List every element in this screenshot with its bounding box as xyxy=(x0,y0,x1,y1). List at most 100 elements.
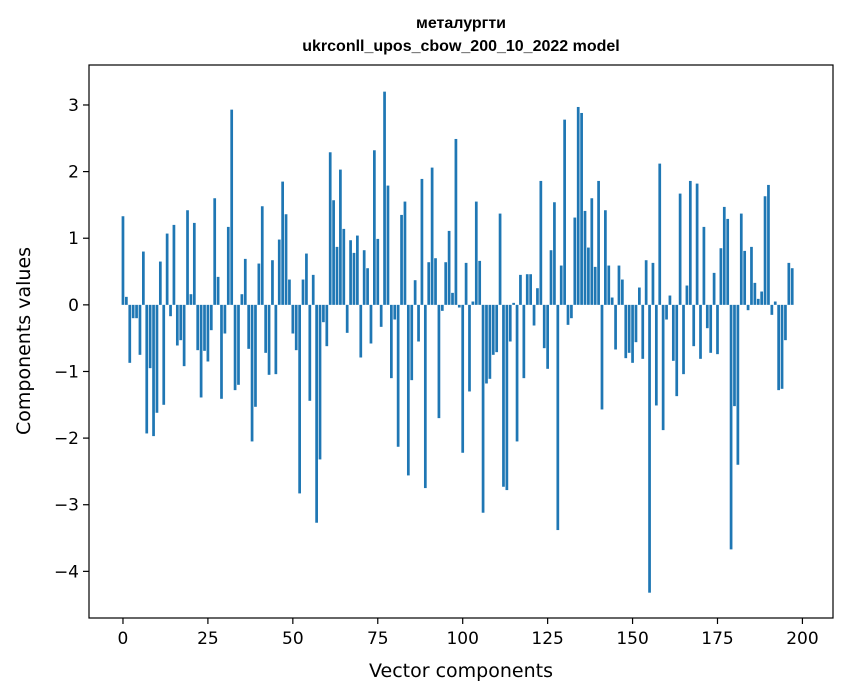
bar xyxy=(162,304,166,405)
bar xyxy=(390,304,393,379)
bar xyxy=(631,304,634,363)
bar xyxy=(787,262,791,305)
bar xyxy=(237,304,240,385)
bar xyxy=(688,180,692,305)
bar xyxy=(648,304,651,593)
bar xyxy=(739,213,743,305)
bar xyxy=(274,304,278,375)
bar xyxy=(298,304,301,494)
bar xyxy=(525,274,529,305)
y-tick-label: −2 xyxy=(54,429,79,449)
bar xyxy=(597,180,600,305)
bar xyxy=(175,304,179,346)
bar xyxy=(406,304,410,476)
bar xyxy=(427,262,431,305)
bar xyxy=(301,279,305,305)
bar xyxy=(665,304,668,320)
x-tick-label: 125 xyxy=(531,629,563,649)
bar xyxy=(247,304,251,349)
y-tick-label: −1 xyxy=(54,362,79,382)
x-tick-label: 150 xyxy=(616,629,648,649)
bar xyxy=(169,304,172,317)
bar xyxy=(488,304,492,379)
bar xyxy=(719,248,723,305)
bar xyxy=(165,233,169,305)
bar xyxy=(352,252,356,305)
bar xyxy=(254,304,257,407)
y-axis: −4 −3 −2 −1 0 1 2 3 xyxy=(54,96,89,582)
bar xyxy=(539,180,543,305)
y-tick-label: −3 xyxy=(54,496,79,516)
bar xyxy=(345,304,349,333)
bar xyxy=(142,251,145,305)
bar xyxy=(410,304,414,381)
bar xyxy=(434,258,437,305)
y-tick-label: 1 xyxy=(68,229,79,249)
bar xyxy=(403,201,407,305)
bar xyxy=(311,274,315,305)
bar xyxy=(440,304,444,311)
bar xyxy=(559,265,563,305)
bar xyxy=(658,163,662,305)
bar xyxy=(671,304,675,361)
bar xyxy=(328,152,332,305)
bar xyxy=(617,265,621,305)
bar xyxy=(257,263,261,305)
bar xyxy=(230,109,234,305)
bar xyxy=(291,304,295,334)
bar xyxy=(396,304,400,447)
bar xyxy=(148,304,152,369)
y-tick-label: −4 xyxy=(54,562,79,582)
bar xyxy=(587,247,590,305)
bar xyxy=(199,304,203,398)
bar xyxy=(288,279,291,305)
bar xyxy=(726,218,730,305)
bar xyxy=(512,302,516,305)
bar xyxy=(158,261,162,305)
bar xyxy=(356,235,359,305)
x-tick-label: 75 xyxy=(367,629,389,649)
bar xyxy=(461,304,465,453)
bar xyxy=(213,198,217,305)
bar xyxy=(590,198,594,305)
bar-series xyxy=(121,91,794,593)
bar xyxy=(522,304,526,379)
bar xyxy=(614,304,617,350)
bar xyxy=(481,304,485,513)
bar xyxy=(502,304,505,487)
bar xyxy=(498,213,502,305)
bar xyxy=(695,183,699,305)
bar xyxy=(373,150,376,305)
bar xyxy=(196,304,200,351)
x-axis-label: Vector components xyxy=(369,660,553,682)
bar xyxy=(519,274,522,305)
bar xyxy=(784,304,787,341)
bar xyxy=(495,304,499,353)
bar xyxy=(709,304,713,353)
bar xyxy=(125,296,128,305)
bar xyxy=(746,304,750,311)
bar xyxy=(468,304,471,392)
bar xyxy=(763,196,767,305)
bar xyxy=(335,246,339,305)
bar xyxy=(271,260,274,305)
bar xyxy=(308,304,312,401)
bar xyxy=(376,238,380,305)
bar xyxy=(529,274,532,305)
bar xyxy=(756,298,760,305)
bar xyxy=(600,304,604,410)
bar xyxy=(451,292,454,305)
bar xyxy=(478,260,482,305)
bar xyxy=(604,210,607,305)
bar xyxy=(152,304,155,437)
bar xyxy=(692,304,696,347)
bar xyxy=(682,304,685,375)
y-tick-label: 2 xyxy=(68,163,79,183)
x-tick-label: 25 xyxy=(197,629,219,649)
bar xyxy=(128,304,132,363)
bar xyxy=(474,201,478,305)
bar xyxy=(145,304,149,434)
y-axis-label: Components values xyxy=(13,247,35,435)
bar xyxy=(685,285,689,305)
